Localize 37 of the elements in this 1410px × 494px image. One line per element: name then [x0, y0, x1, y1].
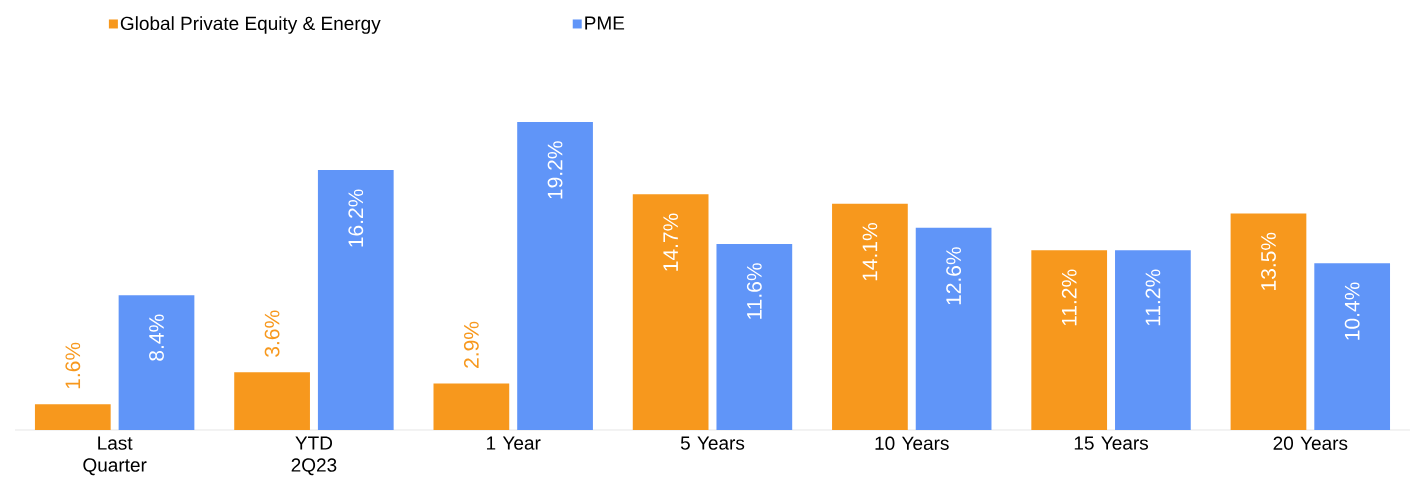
- bar: [34, 404, 111, 430]
- bar: [1031, 250, 1108, 430]
- bar: [1115, 250, 1191, 430]
- bar: [915, 227, 992, 430]
- bar: [317, 170, 394, 430]
- data-label: 1.6%: [65, 342, 81, 389]
- x-tick-label: YTD 2Q23: [291, 436, 337, 476]
- data-label: 2.9%: [463, 321, 479, 368]
- data-label: 14.7%: [663, 213, 678, 271]
- data-label: 19.2%: [547, 141, 563, 199]
- legend-label: PME: [585, 16, 625, 30]
- data-label: 16.2%: [348, 189, 364, 247]
- x-tick-label: 15 Years: [1074, 436, 1149, 450]
- legend-label: Global Private Equity & Energy: [120, 16, 381, 34]
- x-tick-label: Last Quarter: [83, 436, 147, 476]
- bar: [632, 194, 709, 430]
- bar: [1230, 213, 1307, 430]
- data-label: 12.6%: [946, 247, 962, 305]
- data-label: 11.2%: [1145, 269, 1161, 326]
- x-tick-label: 10 Years: [875, 436, 949, 450]
- data-label: 14.1%: [862, 223, 878, 281]
- bar: [234, 372, 310, 430]
- data-label: 10.4%: [1344, 282, 1360, 340]
- data-label: 8.4%: [149, 314, 164, 361]
- x-tick-label: 1 Year: [487, 436, 541, 450]
- bar: [1314, 263, 1391, 430]
- data-label: 13.5%: [1261, 232, 1276, 290]
- data-label: 11.6%: [746, 263, 762, 319]
- bar: [118, 295, 195, 430]
- data-label: 11.2%: [1061, 269, 1077, 326]
- x-tick-label: 5 Years: [680, 436, 745, 450]
- x-tick-label: 20 Years: [1273, 436, 1348, 450]
- bar: [832, 203, 908, 430]
- bar: [433, 383, 510, 430]
- bar: [517, 121, 593, 430]
- data-label: 3.6%: [264, 310, 280, 357]
- bar: [716, 243, 793, 430]
